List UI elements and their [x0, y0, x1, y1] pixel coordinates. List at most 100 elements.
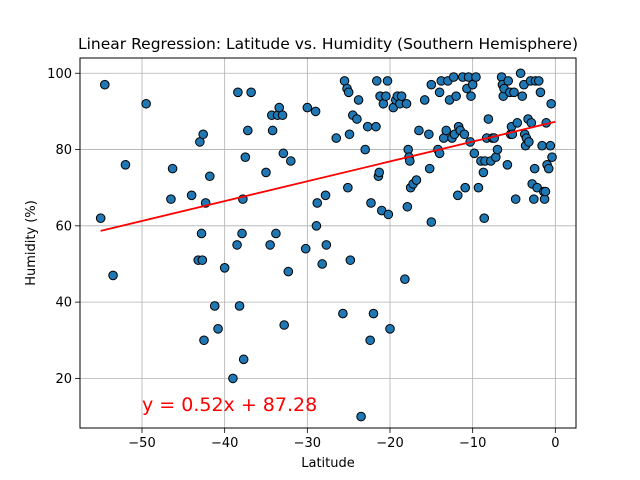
- data-point: [510, 194, 521, 204]
- data-point: [471, 72, 481, 82]
- data-point: [277, 110, 288, 121]
- x-tick-label: −30: [294, 436, 321, 451]
- y-tick-label: 40: [55, 296, 72, 311]
- data-point: [365, 335, 375, 346]
- data-point: [317, 259, 328, 269]
- data-points: [95, 68, 557, 422]
- data-point: [238, 354, 249, 365]
- data-point: [228, 373, 238, 384]
- data-point: [537, 140, 547, 151]
- data-point: [100, 79, 110, 90]
- data-point: [529, 194, 539, 204]
- data-point: [459, 129, 470, 140]
- data-point: [543, 163, 554, 174]
- data-point: [385, 324, 395, 334]
- data-point: [240, 152, 251, 162]
- data-point: [382, 76, 393, 86]
- data-point: [95, 213, 106, 224]
- data-point: [526, 118, 537, 128]
- data-point: [209, 301, 220, 311]
- data-point: [479, 213, 490, 224]
- data-point: [411, 175, 422, 185]
- data-point: [441, 125, 452, 136]
- data-point: [353, 95, 364, 105]
- data-point: [492, 144, 503, 155]
- data-point: [213, 324, 223, 334]
- data-point: [237, 228, 247, 239]
- y-tick-label: 20: [55, 372, 72, 387]
- data-point: [300, 243, 311, 254]
- data-point: [234, 301, 245, 311]
- data-point: [509, 87, 519, 98]
- regression-line: [100, 120, 556, 232]
- data-point: [400, 274, 410, 285]
- data-point: [371, 121, 381, 132]
- data-point: [483, 114, 494, 124]
- data-point: [466, 91, 476, 101]
- data-point: [524, 137, 534, 147]
- data-point: [197, 255, 208, 265]
- data-point: [267, 125, 278, 136]
- data-point: [402, 201, 413, 212]
- data-point: [352, 114, 362, 124]
- data-point: [166, 194, 176, 204]
- data-point: [424, 129, 434, 140]
- data-point: [547, 152, 557, 162]
- data-point: [366, 198, 376, 208]
- data-point: [478, 167, 489, 178]
- data-point: [424, 163, 435, 174]
- data-point: [199, 335, 209, 346]
- data-point: [167, 163, 178, 174]
- data-point: [426, 217, 437, 227]
- data-point: [345, 255, 356, 265]
- data-point: [360, 144, 371, 155]
- axis-ticks: −50 −40 −30 −20 −10 0 20 40 60 80 100: [47, 67, 559, 451]
- data-point: [219, 262, 230, 273]
- data-point: [233, 87, 243, 98]
- data-point: [419, 95, 430, 105]
- data-point: [286, 156, 296, 166]
- data-point: [448, 72, 459, 82]
- y-tick-label: 60: [55, 219, 72, 234]
- data-point: [246, 87, 256, 98]
- regression-equation: y = 0.52x + 87.28: [142, 394, 317, 416]
- x-tick-label: −20: [376, 436, 403, 451]
- data-point: [371, 76, 382, 86]
- data-point: [141, 98, 151, 109]
- data-point: [108, 270, 118, 281]
- data-point: [343, 87, 354, 98]
- data-point: [186, 190, 197, 201]
- data-point: [311, 221, 322, 231]
- x-tick-label: −40: [211, 436, 238, 451]
- data-point: [232, 240, 242, 250]
- data-point: [451, 91, 461, 101]
- data-point: [529, 163, 540, 174]
- data-point: [271, 228, 281, 239]
- data-point: [312, 198, 323, 208]
- data-point: [368, 308, 379, 319]
- data-point: [452, 190, 463, 201]
- data-point: [540, 186, 551, 197]
- data-point: [434, 87, 445, 98]
- data-point: [426, 79, 437, 90]
- data-point: [356, 411, 366, 422]
- data-point: [120, 160, 131, 170]
- data-point: [338, 308, 348, 319]
- data-point: [469, 148, 480, 159]
- data-point: [204, 171, 215, 182]
- data-point: [310, 106, 321, 117]
- data-point: [279, 320, 289, 330]
- data-point: [460, 182, 471, 193]
- data-point: [381, 91, 391, 101]
- data-point: [196, 228, 207, 239]
- y-axis-title: Humidity (%): [24, 200, 39, 286]
- data-point: [278, 148, 289, 159]
- data-point: [320, 190, 331, 201]
- data-point: [545, 140, 556, 151]
- data-point: [265, 240, 275, 250]
- data-point: [396, 91, 407, 101]
- data-point: [283, 266, 294, 277]
- x-tick-label: −50: [128, 436, 155, 451]
